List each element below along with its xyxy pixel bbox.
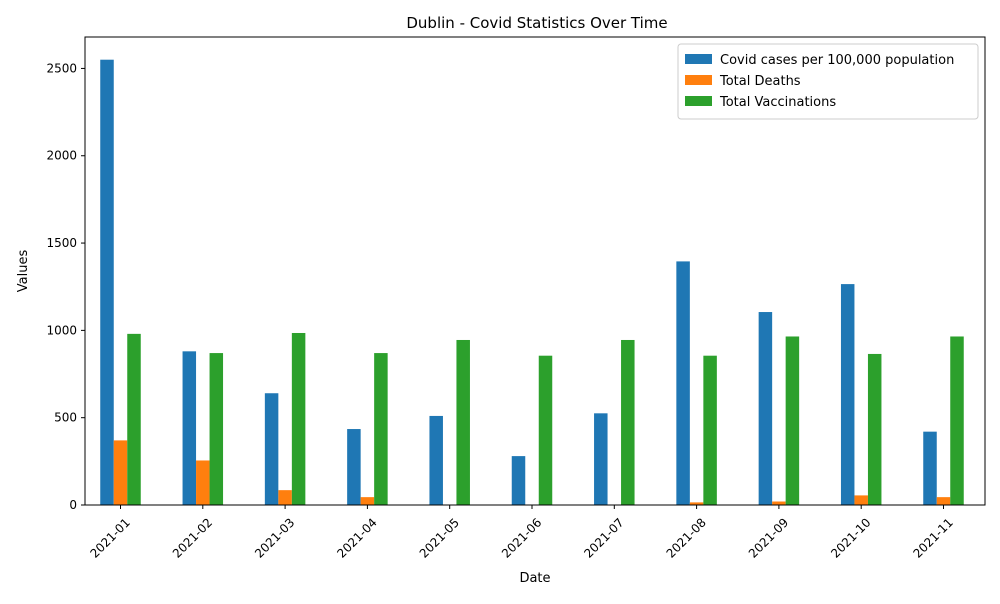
bar-3-2021-07 — [621, 339, 635, 505]
y-tick-label: 500 — [54, 411, 77, 425]
x-tick-label: 2021-10 — [828, 515, 873, 560]
bar-1-2021-10 — [840, 284, 855, 505]
bar-3-2021-08 — [703, 355, 717, 505]
y-axis-label: Values — [16, 250, 31, 293]
bar-1-2021-03 — [264, 393, 279, 505]
legend-swatch-2 — [685, 75, 712, 85]
bar-2-2021-10 — [854, 495, 868, 505]
bar-3-2021-06 — [538, 355, 553, 505]
legend-swatch-3 — [685, 96, 712, 106]
y-tick-label: 2000 — [46, 149, 77, 163]
bar-1-2021-08 — [676, 261, 690, 505]
bar-2-2021-02 — [196, 460, 210, 505]
bar-2-2021-09 — [772, 501, 786, 505]
legend-label-1: Covid cases per 100,000 population — [720, 53, 954, 68]
legend-swatch-1 — [685, 54, 712, 64]
y-tick-label: 2500 — [46, 61, 77, 75]
x-tick-label: 2021-03 — [252, 515, 297, 560]
bar-1-2021-02 — [182, 351, 197, 505]
bar-3-2021-11 — [950, 336, 964, 505]
bar-2-2021-03 — [278, 490, 292, 505]
y-tick-label: 0 — [69, 498, 77, 512]
x-tick-label: 2021-08 — [664, 515, 709, 560]
legend-label-3: Total Vaccinations — [719, 95, 836, 110]
bar-1-2021-07 — [594, 413, 608, 505]
x-tick-label: 2021-11 — [910, 515, 955, 560]
bar-3-2021-03 — [291, 332, 306, 505]
x-tick-label: 2021-04 — [334, 515, 379, 560]
x-tick-label: 2021-07 — [581, 515, 626, 560]
bar-3-2021-10 — [867, 353, 882, 505]
bar-3-2021-09 — [785, 336, 800, 505]
bar-2-2021-11 — [936, 497, 951, 505]
bar-3-2021-02 — [209, 353, 224, 505]
x-tick-label: 2021-09 — [746, 515, 791, 560]
x-tick-label: 2021-05 — [417, 515, 462, 560]
bar-1-2021-11 — [923, 431, 937, 505]
x-tick-label: 2021-06 — [499, 515, 544, 560]
y-tick-label: 1500 — [46, 236, 77, 250]
bar-1-2021-01 — [100, 59, 114, 506]
y-axis-ticks: 0 500 1000 1500 2000 2500 — [46, 61, 85, 512]
legend-box — [677, 43, 979, 120]
bar-3-2021-05 — [456, 339, 470, 505]
bar-3-2021-04 — [374, 353, 388, 505]
plot-frame — [84, 36, 986, 506]
bar-1-2021-05 — [429, 415, 443, 505]
bars-layer — [100, 59, 964, 506]
bar-2-2021-08 — [689, 502, 704, 505]
x-tick-label: 2021-02 — [170, 515, 215, 560]
chart-title: Dublin - Covid Statistics Over Time — [406, 14, 667, 32]
x-axis-label: Date — [519, 571, 550, 586]
bar-1-2021-06 — [511, 456, 526, 505]
bar-1-2021-09 — [758, 312, 773, 505]
y-tick-label: 1000 — [46, 323, 77, 337]
bar-2-2021-04 — [360, 497, 375, 505]
bar-3-2021-01 — [127, 333, 141, 505]
x-axis-ticks: 2021-01 2021-02 2021-03 2021-04 2021-05 2021-… — [87, 505, 956, 561]
legend: Covid cases per 100,000 population Total … — [677, 43, 979, 120]
bar-2-2021-01 — [113, 440, 128, 505]
bar-1-2021-04 — [347, 429, 361, 505]
legend-label-2: Total Deaths — [719, 74, 801, 89]
x-tick-label: 2021-01 — [87, 515, 132, 560]
